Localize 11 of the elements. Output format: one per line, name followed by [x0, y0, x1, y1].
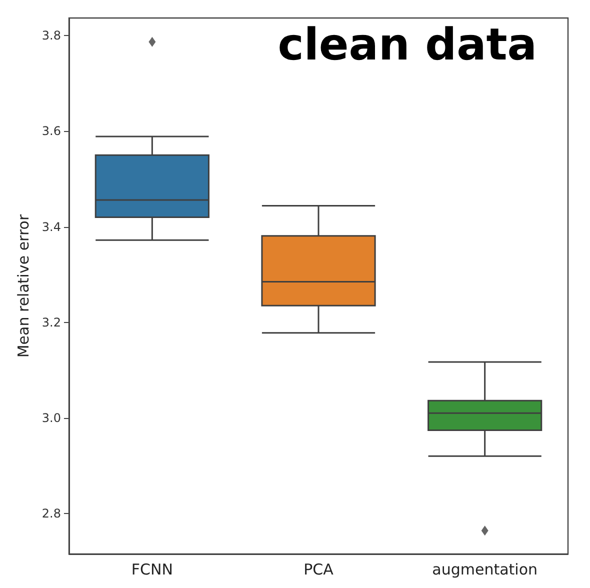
x-tick-label: PCA [304, 560, 334, 578]
y-tick-label: 3.4 [42, 220, 61, 234]
y-tick-label: 3.8 [42, 28, 61, 43]
x-tick-label: augmentation [432, 560, 538, 578]
x-tick-label: FCNN [131, 560, 173, 578]
y-axis-title: Mean relative error [14, 214, 32, 358]
chart-title: clean data [278, 20, 538, 70]
y-tick-label: 3.0 [42, 410, 61, 425]
y-tick-label: 2.8 [42, 506, 61, 520]
y-tick-label: 3.6 [42, 124, 61, 138]
y-tick-label: 3.2 [42, 315, 61, 330]
